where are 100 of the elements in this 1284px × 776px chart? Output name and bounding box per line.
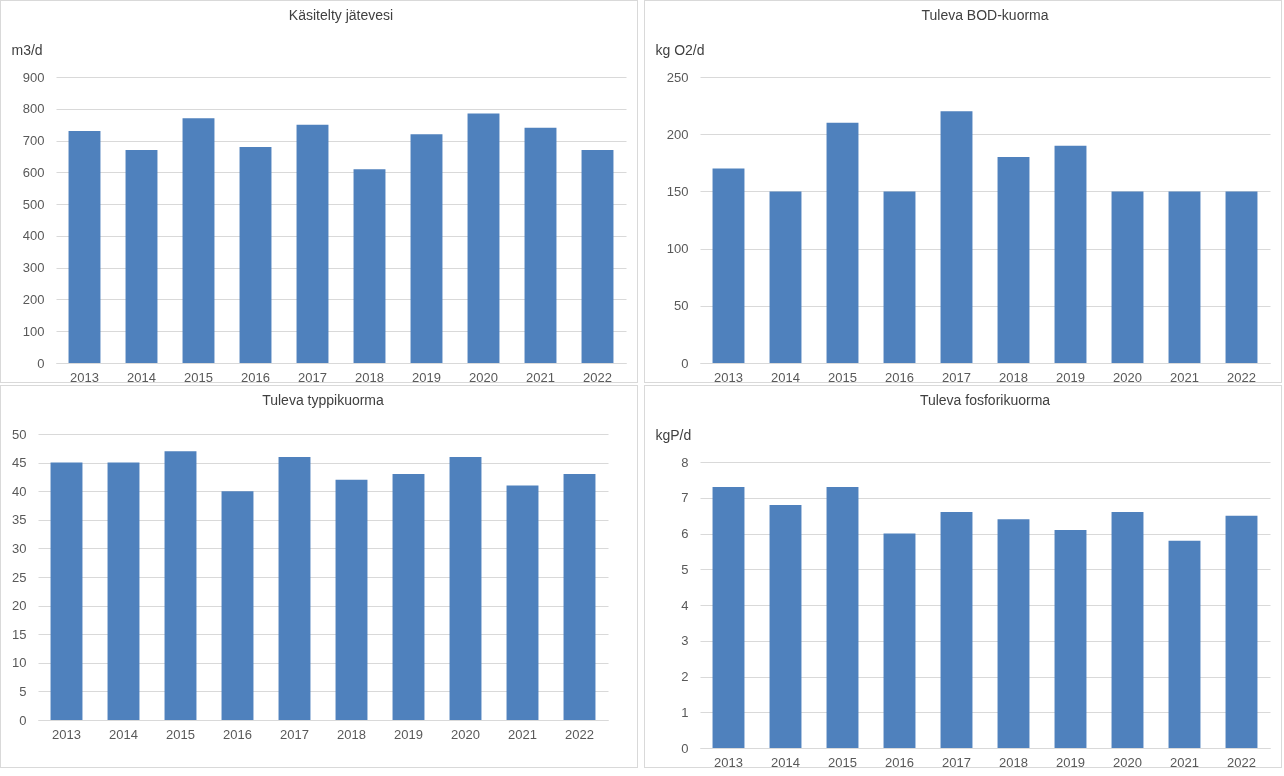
y-tick-label: 100 [666,241,689,257]
y-tick-label: 25 [12,569,27,585]
y-tick-label: 6 [681,526,689,541]
x-tick-label: 2013 [714,754,743,770]
y-axis-title: kgP/d [655,426,692,443]
bar [50,462,83,720]
y-tick-label: 250 [666,69,689,85]
y-tick-label: 200 [666,126,689,142]
y-tick-label: 15 [12,626,27,642]
bar [940,111,973,363]
x-tick-label: 2015 [166,726,195,742]
x-tick-label: 2020 [1113,369,1142,385]
chart-title: Tuleva typpikuorma [262,392,385,408]
x-tick-label: 2020 [469,369,498,385]
x-tick-label: 2016 [885,369,914,385]
chart-title: Tuleva BOD-kuorma [921,7,1049,23]
bar [392,474,425,720]
bar [769,504,802,748]
bar [449,456,482,720]
bar [1168,540,1201,748]
bar [826,122,859,363]
chart-title: Käsitelty jätevesi [288,7,394,23]
y-tick-label: 35 [12,512,27,528]
y-tick-label: 30 [12,540,27,556]
y-tick-label: 8 [681,454,689,470]
x-tick-label: 2020 [1113,754,1142,770]
bar [712,168,745,363]
bar [997,157,1030,363]
bar [997,519,1030,748]
y-axis-title: m3/d [11,41,43,58]
x-tick-label: 2017 [280,726,309,742]
x-tick-label: 2019 [1056,754,1085,770]
x-tick-label: 2013 [52,726,81,742]
x-tick-label: 2016 [885,754,914,770]
y-tick-label: 1 [681,704,689,720]
bar [68,131,101,363]
y-tick-label: 5 [19,683,27,699]
x-tick-label: 2022 [583,369,612,385]
y-tick-label: 20 [12,598,27,614]
y-tick-label: 4 [681,597,689,613]
bar [940,512,973,748]
y-tick-label: 50 [12,426,27,442]
x-tick-label: 2019 [394,726,423,742]
y-tick-label: 0 [681,355,689,371]
bar [1054,529,1087,748]
bar [467,113,500,363]
x-tick-label: 2016 [223,726,252,742]
bar [712,487,745,748]
x-tick-label: 2015 [828,754,857,770]
bar [278,456,311,720]
x-tick-label: 2022 [1227,754,1256,770]
bar [1054,145,1087,363]
bar [883,191,916,363]
x-tick-label: 2014 [771,754,800,770]
y-tick-label: 300 [22,260,45,276]
bar [524,127,557,363]
x-tick-label: 2013 [70,369,99,385]
x-tick-label: 2021 [508,726,537,742]
bar [1225,515,1258,748]
y-tick-label: 200 [22,291,45,307]
x-tick-label: 2020 [451,726,480,742]
bar [182,118,215,363]
bar [335,479,368,720]
y-tick-label: 0 [681,740,689,756]
y-tick-label: 400 [22,228,45,244]
y-axis-title: kg O2/d [655,41,705,58]
x-tick-label: 2014 [109,726,138,742]
y-tick-label: 150 [666,183,689,199]
y-tick-label: 500 [22,196,45,212]
x-tick-label: 2022 [565,726,594,742]
chart-title: Tuleva fosforikuorma [919,392,1051,408]
bar [826,487,859,748]
x-tick-label: 2015 [184,369,213,385]
bar [769,191,802,363]
bar [107,462,140,720]
y-tick-label: 0 [37,355,45,371]
bar [410,134,443,363]
bar [563,474,596,720]
x-tick-label: 2013 [714,369,743,385]
bar [353,169,386,363]
y-tick-label: 900 [22,69,45,85]
y-tick-label: 0 [19,712,27,728]
y-tick-label: 40 [12,483,27,499]
bar [221,491,254,720]
y-tick-label: 3 [681,633,689,649]
y-tick-label: 50 [674,298,689,314]
y-tick-label: 800 [22,101,45,117]
y-tick-label: 10 [12,655,27,671]
y-tick-label: 5 [681,561,689,577]
bar [239,146,272,363]
x-tick-label: 2018 [355,369,384,385]
bar [164,451,197,720]
x-tick-label: 2019 [1056,369,1085,385]
x-tick-label: 2018 [999,754,1028,770]
y-tick-label: 7 [681,490,689,506]
bar [1111,512,1144,748]
bar [1168,191,1201,363]
x-tick-label: 2017 [942,754,971,770]
bar [581,150,614,363]
x-tick-label: 2021 [1170,369,1199,385]
